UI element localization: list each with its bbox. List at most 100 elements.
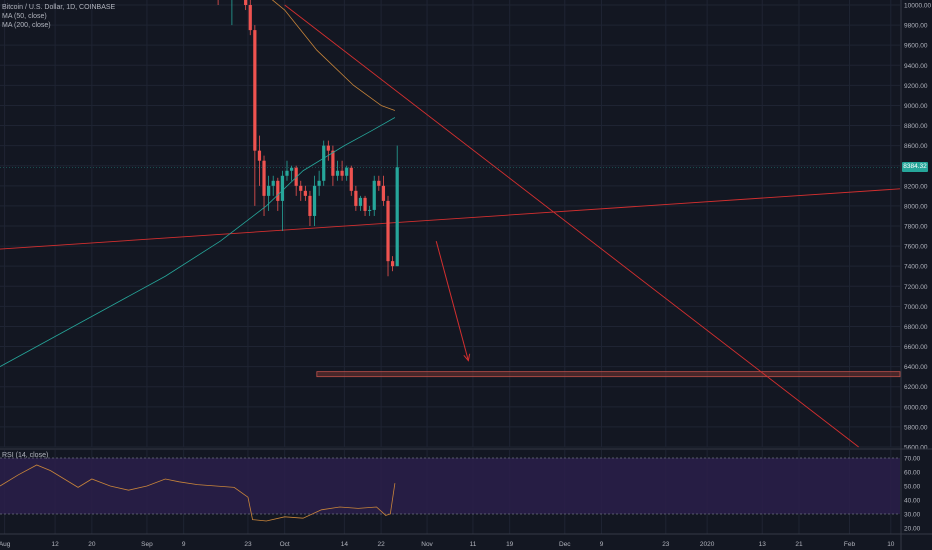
rsi-line-group	[0, 464, 396, 522]
price-tick-label: 7000.00	[904, 304, 928, 311]
candle-body	[381, 185, 386, 201]
ma50-legend[interactable]: MA (50, close)	[2, 13, 47, 20]
rsi-band	[0, 457, 900, 515]
current-price-badge: 8384.32	[902, 162, 928, 172]
candle-body	[312, 185, 317, 216]
arrow-shaft	[435, 240, 469, 361]
time-tick-label: 14	[341, 541, 349, 548]
price-tick-label: 8800.00	[904, 123, 928, 130]
candle-body	[354, 190, 358, 206]
candle-body	[299, 185, 303, 191]
rsi-tick-label: 70.00	[904, 456, 921, 463]
candle-body	[372, 180, 376, 210]
candle-body	[345, 167, 349, 176]
price-tick-label: 9200.00	[904, 83, 928, 90]
candle-body	[390, 261, 395, 267]
price-tick-label: 8600.00	[904, 143, 928, 150]
rsi-tick-label: 40.00	[904, 498, 921, 505]
price-tick-label: 6800.00	[904, 324, 928, 331]
candle-body	[253, 30, 257, 151]
time-tick-label: 20	[88, 541, 96, 548]
price-tick-label: 5600.00	[904, 445, 928, 452]
rsi-tick-label: 30.00	[904, 512, 921, 519]
candle-body	[322, 145, 326, 181]
price-tick-label: 9600.00	[904, 43, 928, 50]
candle-body	[276, 180, 280, 201]
candle-body	[280, 175, 285, 201]
time-tick-label: 23	[244, 541, 252, 548]
candle-body	[358, 197, 363, 206]
time-tick-label: Sep	[141, 541, 153, 548]
trendline-falling	[284, 4, 859, 448]
overlays	[0, 4, 901, 448]
candle-body	[386, 200, 390, 262]
candle-body	[303, 190, 307, 196]
time-tick-label: Dec	[559, 541, 571, 548]
ma200-legend[interactable]: MA (200, close)	[2, 22, 51, 29]
price-tick-label: 7400.00	[904, 264, 928, 271]
time-tick-label: 22	[378, 541, 386, 548]
symbol-title: Bitcoin / U.S. Dollar, 1D, COINBASE	[2, 4, 116, 11]
price-tick-label: 6000.00	[904, 404, 928, 411]
time-tick-label: Oct	[280, 541, 290, 548]
candle-body	[340, 170, 344, 176]
price-tick-label: 7800.00	[904, 224, 928, 231]
ma50-line	[271, 0, 396, 111]
candle-body	[244, 0, 248, 5]
candle-body	[349, 167, 353, 191]
time-tick-label: 9	[600, 541, 604, 548]
target-zone	[316, 371, 901, 378]
candle-body	[257, 150, 262, 161]
price-tick-label: 6400.00	[904, 364, 928, 371]
arrow-head	[463, 353, 471, 362]
candle-body	[335, 170, 340, 176]
price-tick-label: 6200.00	[904, 384, 928, 391]
time-tick-label: Feb	[844, 541, 856, 548]
candle-body	[294, 167, 298, 186]
time-tick-label: 21	[795, 541, 803, 548]
rsi-tick-label: 50.00	[904, 484, 921, 491]
grid	[0, 0, 900, 534]
price-tick-label: 9000.00	[904, 103, 928, 110]
candle-body	[271, 180, 275, 186]
time-tick-label: 13	[759, 541, 767, 548]
trendline-rising	[0, 188, 901, 250]
rsi-tick-label: 60.00	[904, 470, 921, 477]
candle-body	[326, 145, 330, 151]
candle-body	[267, 185, 271, 196]
time-tick-label: 10	[887, 541, 895, 548]
rsi-line	[0, 464, 396, 522]
price-tick-label: 7200.00	[904, 284, 928, 291]
price-tick-label: 6600.00	[904, 344, 928, 351]
price-tick-label: 8200.00	[904, 183, 928, 190]
candle-body	[285, 170, 289, 176]
price-tick-label: 10000.00	[904, 3, 931, 10]
candles	[217, 0, 399, 277]
moving-averages	[0, 0, 900, 367]
candle-body	[308, 195, 312, 216]
price-tick-label: 9800.00	[904, 23, 928, 30]
time-tick-label: 19	[506, 541, 514, 548]
rsi-legend[interactable]: RSI (14, close)	[2, 452, 49, 459]
price-tick-label: 7600.00	[904, 244, 928, 251]
candle-body	[331, 150, 335, 176]
rsi-band-fill	[0, 458, 900, 514]
time-tick-label: 12	[51, 541, 59, 548]
ma200-line	[0, 117, 396, 367]
time-tick-label: 2020	[700, 541, 715, 548]
candle-body	[248, 5, 252, 31]
price-tick-label: 5800.00	[904, 424, 928, 431]
rsi-tick-label: 20.00	[904, 526, 921, 533]
candle-body	[262, 160, 266, 196]
time-tick-label: 11	[470, 541, 477, 548]
time-tick-label: 23	[662, 541, 670, 548]
price-tick-label: 9400.00	[904, 63, 928, 70]
candle-body	[289, 167, 294, 171]
candle-body	[377, 180, 381, 186]
time-tick-label: Nov	[421, 541, 433, 548]
price-tick-label: 8000.00	[904, 203, 928, 210]
candle-body	[317, 180, 321, 186]
candle-body	[395, 167, 399, 267]
